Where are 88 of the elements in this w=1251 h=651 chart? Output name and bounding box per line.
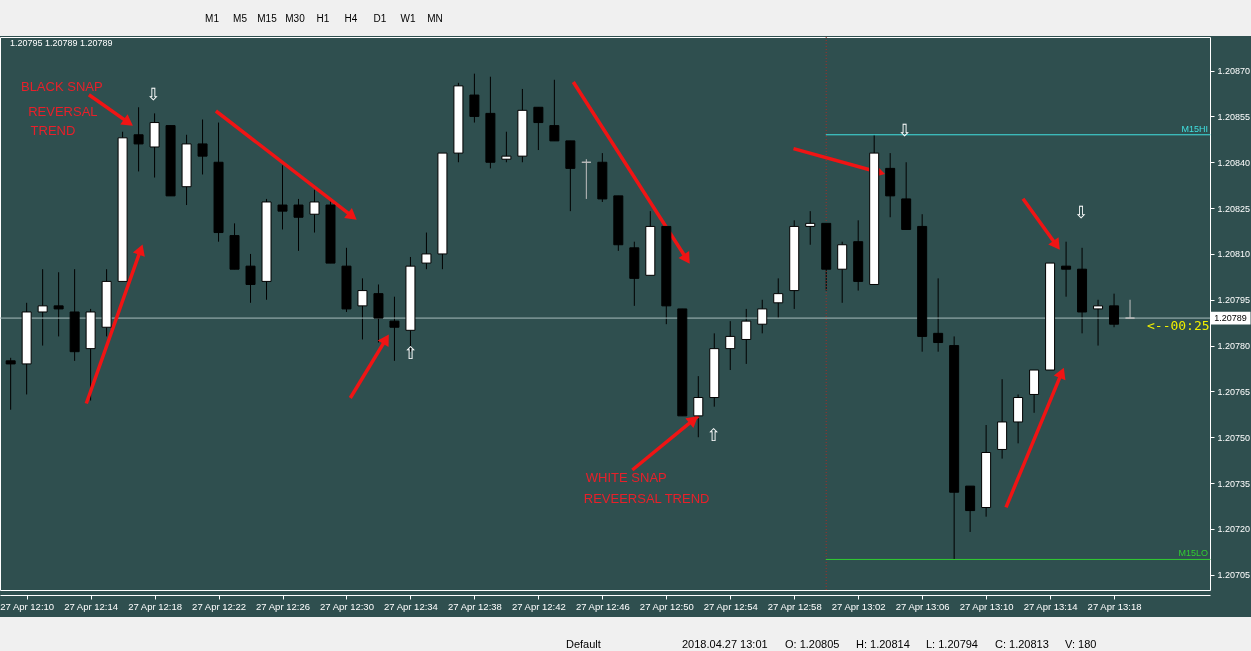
x-tick-label: 27 Apr 13:02 bbox=[831, 600, 886, 612]
candlestick bbox=[197, 118, 208, 175]
y-tick-label: 1.20870 bbox=[1217, 66, 1251, 77]
series-label: M15HI bbox=[1181, 123, 1208, 134]
annotation: ⇧ bbox=[706, 424, 721, 445]
annotation: ⇩ bbox=[1073, 201, 1089, 222]
x-tick-label: 27 Apr 12:18 bbox=[128, 600, 183, 612]
candlestick bbox=[293, 198, 304, 252]
candlestick bbox=[533, 106, 544, 151]
y-tick-label: 1.20795 bbox=[1217, 295, 1251, 306]
annotation: <--00:25 bbox=[1146, 317, 1210, 333]
text: MN bbox=[427, 13, 443, 24]
text: M5 bbox=[233, 13, 248, 24]
candlestick bbox=[421, 232, 432, 270]
x-tick-label: 27 Apr 12:54 bbox=[703, 600, 758, 612]
x-tick-label: 27 Apr 13:10 bbox=[959, 600, 1014, 612]
candlestick bbox=[773, 277, 784, 319]
candlestick bbox=[501, 131, 512, 163]
y-tick-label: 1.20735 bbox=[1217, 478, 1251, 489]
y-tick-label: 1.20825 bbox=[1217, 203, 1251, 214]
annotation: REVERSAL bbox=[28, 104, 98, 119]
text: W1 bbox=[400, 13, 416, 24]
text: H: 1.20814 bbox=[856, 638, 910, 650]
text: M1 bbox=[205, 13, 220, 24]
candlestick bbox=[805, 210, 816, 246]
text: Default bbox=[566, 638, 601, 650]
annotation: ⇩ bbox=[897, 119, 912, 140]
annotation: ⇩ bbox=[146, 83, 161, 104]
x-tick-label: 27 Apr 12:46 bbox=[575, 600, 630, 612]
x-tick-label: 27 Apr 12:34 bbox=[384, 600, 438, 612]
annotation: BLACK SNAP bbox=[20, 79, 103, 95]
candlestick bbox=[309, 189, 320, 234]
x-tick-label: 27 Apr 13:06 bbox=[895, 600, 950, 612]
candlestick bbox=[133, 106, 144, 172]
candlestick bbox=[5, 357, 16, 411]
y-tick-label: 1.20720 bbox=[1217, 524, 1251, 535]
x-tick-label: 27 Apr 12:42 bbox=[511, 600, 566, 612]
series-label: M15LO bbox=[1178, 548, 1208, 559]
candlestick bbox=[757, 299, 768, 334]
candlestick bbox=[693, 375, 704, 438]
candlestick bbox=[37, 268, 48, 347]
x-tick-label: 27 Apr 12:50 bbox=[639, 600, 694, 612]
y-tick-label: 1.20810 bbox=[1217, 249, 1251, 260]
y-tick-label: 1.20765 bbox=[1217, 386, 1251, 397]
candlestick bbox=[725, 320, 736, 371]
candlestick bbox=[1109, 293, 1120, 328]
candlestick bbox=[245, 253, 256, 304]
x-tick-label: 27 Apr 12:10 bbox=[0, 600, 55, 612]
x-tick-label: 27 Apr 12:58 bbox=[767, 600, 822, 612]
text: C: 1.20813 bbox=[995, 638, 1049, 650]
text: H1 bbox=[316, 13, 330, 24]
candlestick bbox=[1061, 241, 1072, 298]
text: V: 180 bbox=[1065, 638, 1097, 650]
candlestick bbox=[389, 296, 400, 362]
y-tick-label: 1.20840 bbox=[1217, 157, 1251, 168]
annotation: ⇧ bbox=[403, 342, 418, 363]
text: D1 bbox=[373, 13, 387, 24]
y-tick-label: 1.20780 bbox=[1217, 341, 1251, 352]
x-tick-label: 27 Apr 12:38 bbox=[447, 600, 502, 612]
x-tick-label: 27 Apr 13:18 bbox=[1087, 600, 1142, 612]
y-tick-label: 1.20855 bbox=[1217, 111, 1251, 122]
candlestick bbox=[741, 308, 752, 365]
chart-title: 1.20795 1.20789 1.20789 bbox=[10, 38, 113, 48]
text: H4 bbox=[344, 13, 358, 24]
annotation: WHITE SNAP bbox=[585, 470, 667, 485]
candlestick bbox=[53, 271, 64, 337]
annotation: TREND bbox=[30, 123, 76, 138]
candlestick bbox=[1125, 299, 1136, 319]
y-tick-label: 1.20705 bbox=[1217, 570, 1251, 581]
x-tick-label: 27 Apr 12:14 bbox=[64, 600, 119, 612]
candlestick bbox=[357, 277, 368, 340]
text: 2018.04.27 13:01 bbox=[682, 638, 768, 650]
candlestick bbox=[933, 277, 944, 353]
text: O: 1.20805 bbox=[785, 638, 840, 650]
candlestick bbox=[549, 79, 560, 142]
x-tick-label: 27 Apr 12:22 bbox=[192, 600, 246, 612]
ref-line-label: 1.20789 bbox=[1214, 313, 1247, 324]
x-tick-label: 27 Apr 12:30 bbox=[320, 600, 374, 612]
text: L: 1.20794 bbox=[926, 638, 978, 650]
candlestick bbox=[469, 73, 480, 124]
x-tick-label: 27 Apr 13:14 bbox=[1023, 600, 1078, 612]
y-tick-label: 1.20750 bbox=[1217, 432, 1251, 443]
x-tick-label: 27 Apr 12:26 bbox=[256, 600, 310, 612]
text: M15 bbox=[257, 13, 278, 24]
candlestick bbox=[1093, 299, 1104, 347]
candlestick bbox=[277, 164, 288, 230]
text: M30 bbox=[285, 13, 306, 24]
annotation: REVEERSAL TREND bbox=[583, 490, 710, 506]
